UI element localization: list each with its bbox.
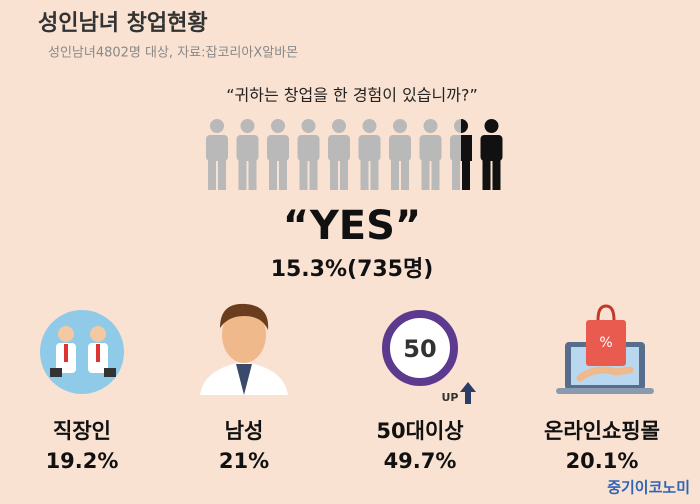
- icon-shopping: %: [556, 304, 654, 394]
- icon-man: [200, 303, 288, 395]
- person-part: [461, 119, 468, 133]
- item-value: 19.2%: [46, 449, 119, 473]
- svg-text:%: %: [599, 335, 612, 351]
- item-label: 직장인: [53, 419, 111, 443]
- person-part: [238, 158, 247, 190]
- person-part: [208, 158, 216, 190]
- icon-50-up: 50 UP: [382, 310, 476, 404]
- person-part: [461, 135, 472, 161]
- person-part: [389, 135, 411, 161]
- person-part: [297, 135, 320, 161]
- icon-text: UP: [442, 391, 459, 404]
- icon-workers: [40, 310, 124, 394]
- person-part: [299, 158, 308, 190]
- person-part: [248, 158, 257, 190]
- person-part: [358, 135, 381, 161]
- person-part: [269, 158, 277, 190]
- icon-number: 50: [403, 335, 436, 363]
- person-part: [393, 119, 407, 133]
- people-row: [206, 119, 503, 190]
- person-part: [492, 158, 501, 190]
- person-part: [423, 119, 438, 133]
- person-part: [431, 158, 440, 190]
- person-part: [452, 158, 460, 190]
- item-value: 21%: [219, 449, 269, 473]
- person-part: [267, 135, 289, 161]
- person-part: [271, 119, 285, 133]
- person-part: [482, 158, 491, 190]
- item-value: 49.7%: [384, 449, 457, 473]
- person-part: [332, 119, 346, 133]
- person-part: [240, 119, 255, 133]
- question: “귀하는 창업을 한 경험이 있습니까?”: [226, 86, 478, 105]
- person-part: [301, 119, 316, 133]
- person-part: [236, 135, 259, 161]
- person-part: [401, 158, 409, 190]
- person-part: [218, 158, 226, 190]
- person-part: [391, 158, 399, 190]
- title: 성인남녀 창업현황: [38, 11, 208, 36]
- item-value: 20.1%: [566, 449, 639, 473]
- person-part: [484, 119, 499, 133]
- person-part: [462, 158, 470, 190]
- person-part: [340, 158, 348, 190]
- item-label: 50대이상: [376, 419, 463, 443]
- item-label: 온라인쇼핑몰: [544, 419, 660, 443]
- person-part: [370, 158, 379, 190]
- person-part: [419, 135, 442, 161]
- brand: 중기이코노미: [607, 479, 690, 497]
- person-part: [279, 158, 287, 190]
- result: 15.3%(735명): [271, 257, 434, 282]
- item-label: 남성: [225, 419, 264, 443]
- answer: “YES”: [283, 203, 421, 249]
- person-part: [360, 158, 369, 190]
- person-part: [206, 135, 228, 161]
- subtitle: 성인남녀4802명 대상, 자료:잡코리아X알바몬: [48, 46, 298, 61]
- person-part: [309, 158, 318, 190]
- person-part: [210, 119, 224, 133]
- person-part: [330, 158, 338, 190]
- person-part: [421, 158, 430, 190]
- person-part: [480, 135, 503, 161]
- person-part: [328, 135, 350, 161]
- person-part: [362, 119, 377, 133]
